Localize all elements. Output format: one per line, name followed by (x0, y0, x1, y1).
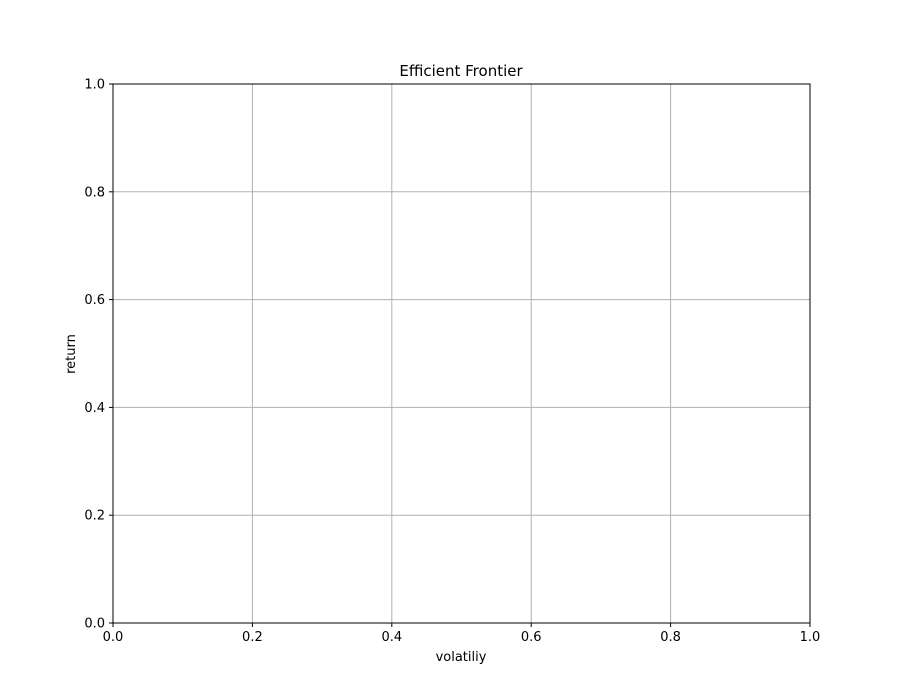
y-tick-label: 1.0 (84, 78, 105, 93)
x-tick-label: 0.4 (381, 630, 402, 645)
x-tick-label: 0.2 (242, 630, 263, 645)
x-tick-label: 0.6 (521, 630, 542, 645)
x-axis-label: volatiliy (436, 650, 487, 665)
x-tick-label: 0.8 (660, 630, 681, 645)
y-tick-label: 0.4 (84, 401, 105, 416)
grid-lines (112, 83, 811, 624)
y-tick-label: 0.8 (84, 185, 105, 200)
plot-area-frame (112, 83, 811, 624)
y-tick-label: 0.0 (84, 617, 105, 632)
y-axis-ticks: 0.0 0.2 0.4 0.6 0.8 1.0 (84, 78, 113, 632)
x-axis-ticks: 0.0 0.2 0.4 0.6 0.8 1.0 (103, 623, 821, 645)
y-tick-label: 0.2 (84, 509, 105, 524)
y-tick-label: 0.6 (84, 293, 105, 308)
x-tick-label: 0.0 (103, 630, 124, 645)
x-tick-label: 1.0 (800, 630, 821, 645)
chart-title: Efficient Frontier (399, 62, 523, 80)
y-axis-label: return (64, 334, 79, 374)
